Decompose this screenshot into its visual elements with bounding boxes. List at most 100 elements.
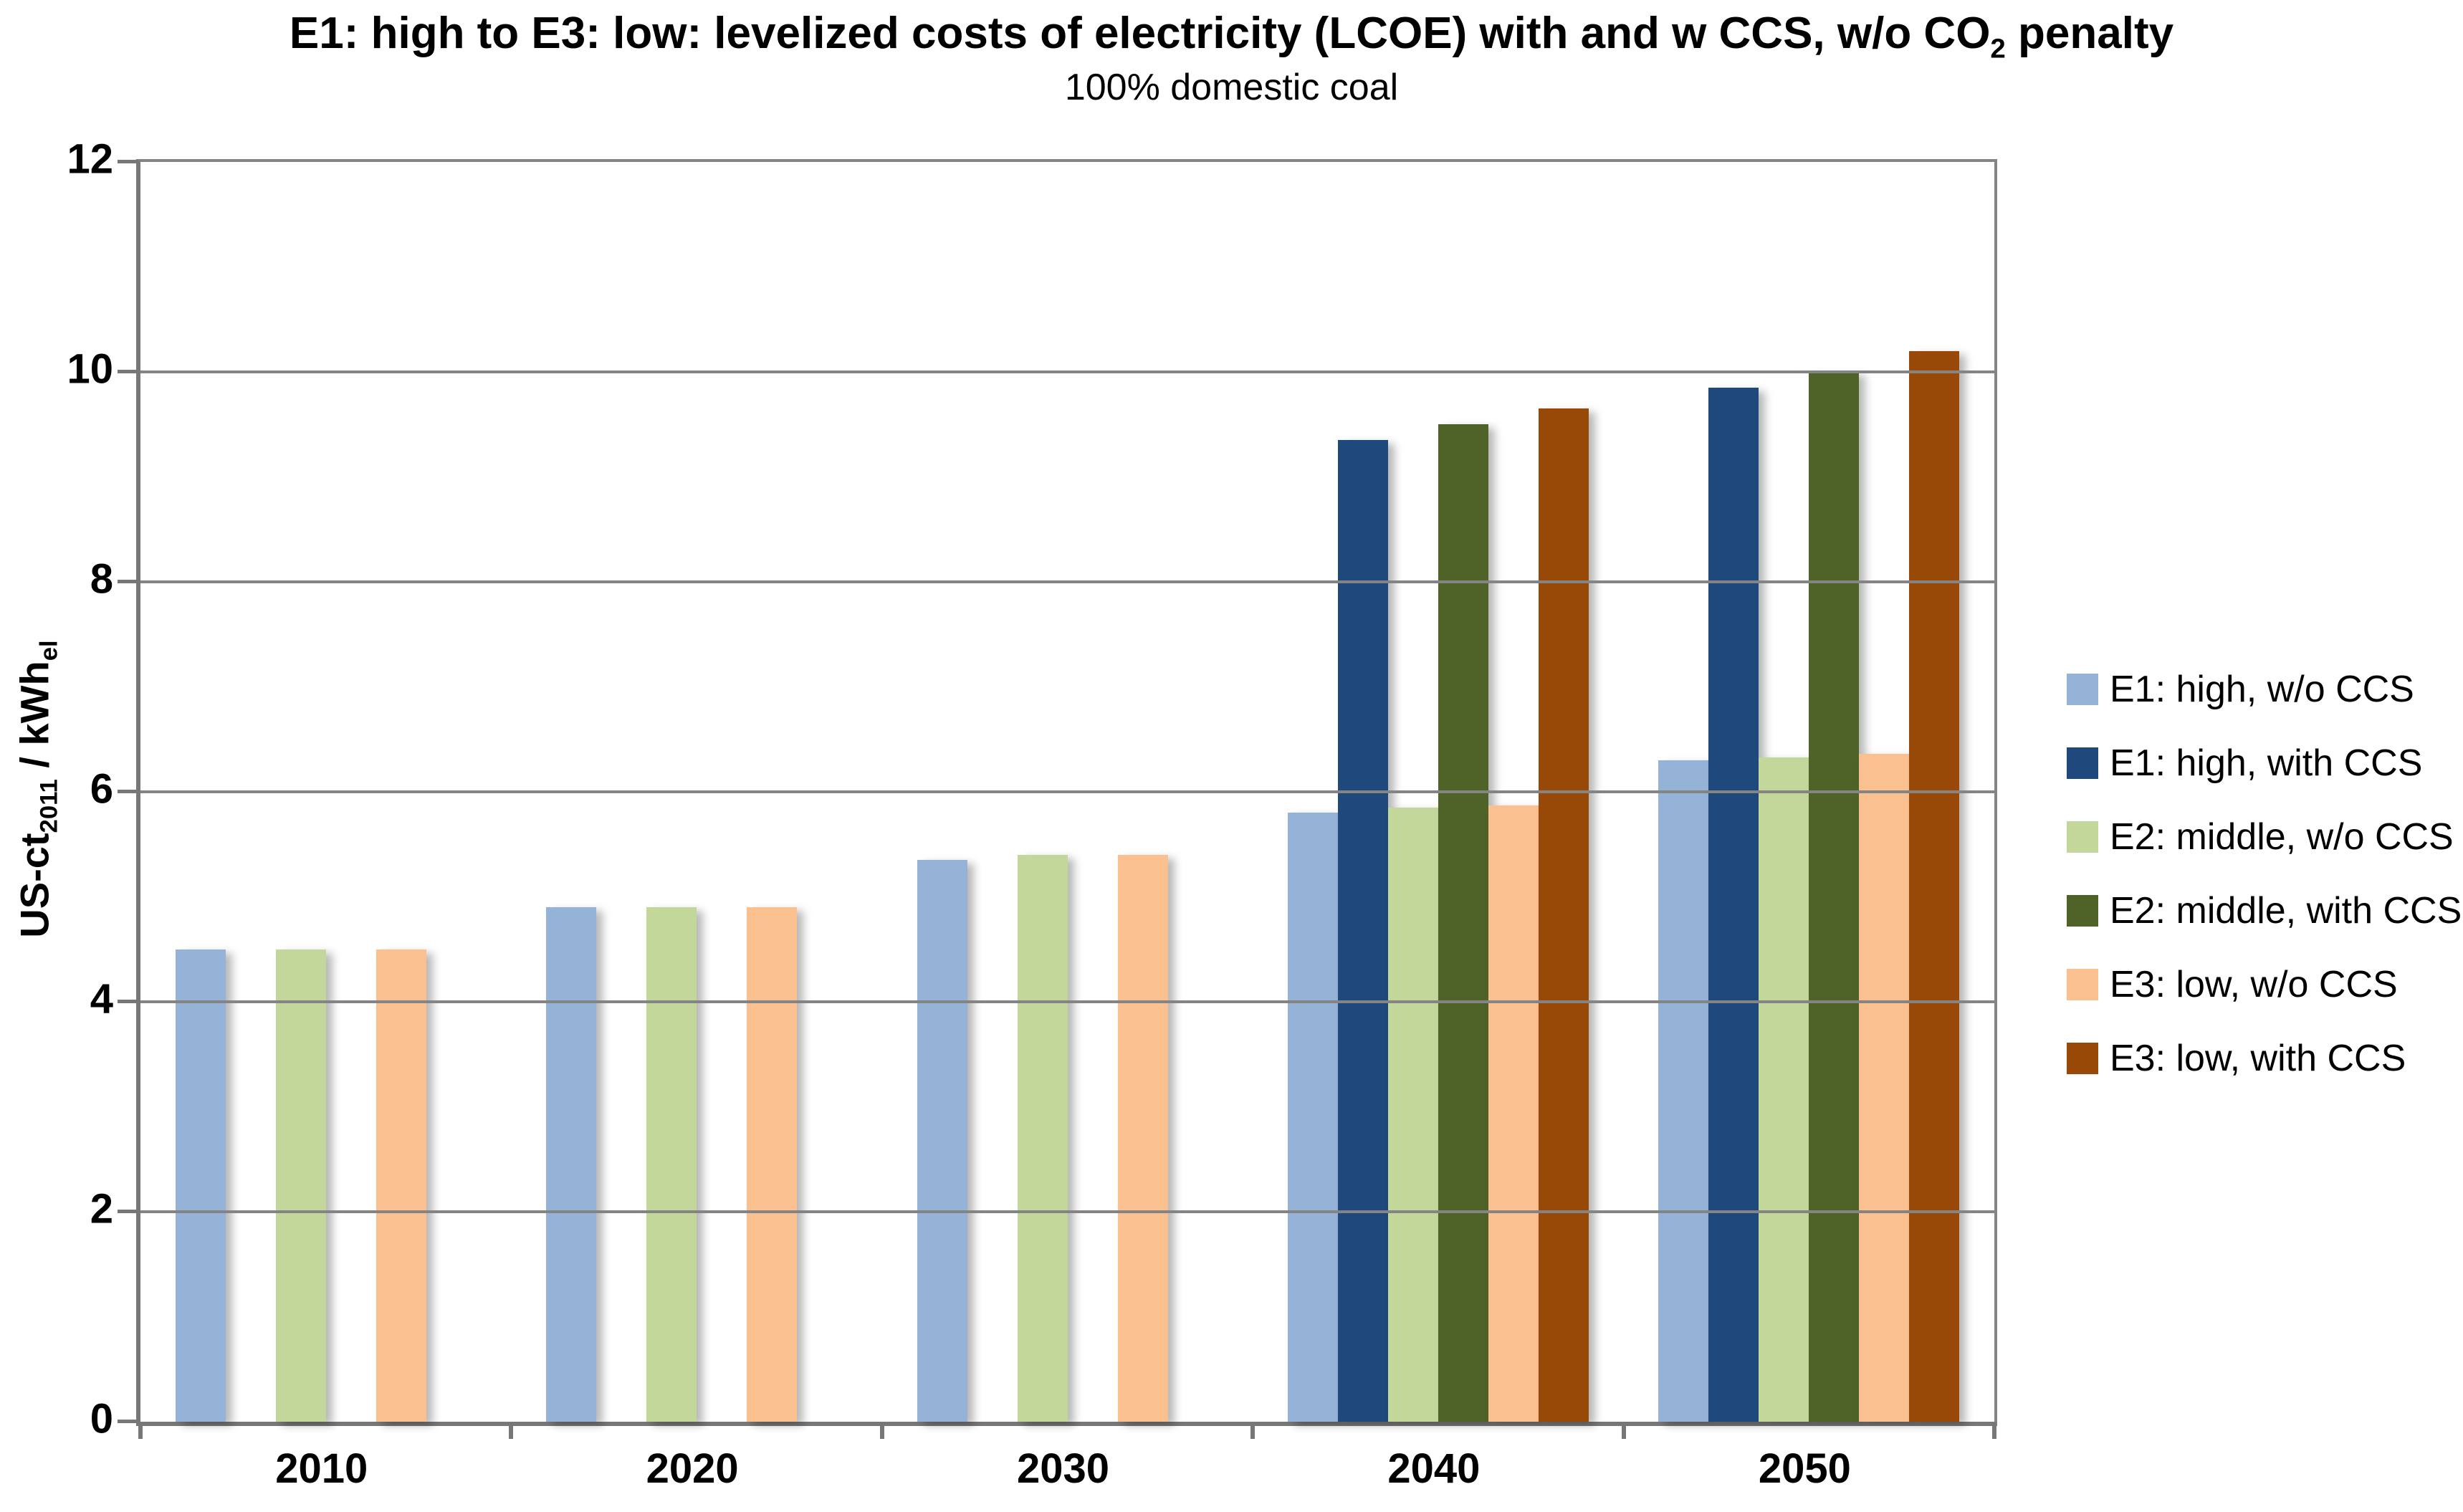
bar-2010-e3-low-w-o-ccs xyxy=(376,949,426,1422)
bar-slot xyxy=(1017,854,1068,1422)
gridline-y-6 xyxy=(140,790,1994,793)
bar-slot xyxy=(1438,424,1488,1422)
legend-item-1: E1: high, with CCS xyxy=(2067,742,2462,785)
gridline-y-2 xyxy=(140,1210,1994,1213)
bar-slot xyxy=(275,949,326,1422)
legend-label: E3: low, w/o CCS xyxy=(2110,964,2398,1005)
y-tick-label-8: 8 xyxy=(90,555,113,603)
bar-slot xyxy=(1488,805,1539,1422)
chart-title-subscript: 2 xyxy=(1990,33,2006,64)
bar-group-2030 xyxy=(882,162,1253,1422)
chart-title: E1: high to E3: low: levelized costs of … xyxy=(0,9,2463,64)
y-tick-label-10: 10 xyxy=(67,345,113,393)
y-tick-label-0: 0 xyxy=(90,1395,113,1442)
legend-swatch-icon xyxy=(2067,747,2098,779)
y-tick-mark-12 xyxy=(118,160,136,163)
bar-2050-e2-middle-w-o-ccs xyxy=(1759,757,1809,1422)
legend-label: E1: high, w/o CCS xyxy=(2110,669,2414,710)
bar-slot xyxy=(1287,813,1338,1422)
legend-item-2: E2: middle, w/o CCS xyxy=(2067,815,2462,858)
bar-slot xyxy=(1859,754,1910,1422)
bar-2010-e2-middle-w-o-ccs xyxy=(275,949,326,1422)
bar-slot xyxy=(1759,757,1809,1422)
bar-2020-e1-high-w-o-ccs xyxy=(546,907,597,1422)
bar-slot xyxy=(1387,807,1438,1422)
bar-2020-e2-middle-w-o-ccs xyxy=(646,907,697,1422)
bar-2040-e3-low-w-o-ccs xyxy=(1488,805,1539,1422)
bar-2050-e1-high-w-o-ccs xyxy=(1658,760,1709,1422)
bar-group-2050 xyxy=(1624,162,1994,1422)
bar-2040-e1-high-w-o-ccs xyxy=(1287,813,1338,1422)
y-tick-label-4: 4 xyxy=(90,975,113,1023)
legend: E1: high, w/o CCS E1: high, with CCS E2: m… xyxy=(2067,668,2462,1080)
bar-slot xyxy=(1337,440,1388,1422)
plot-area xyxy=(118,159,1997,1439)
chart-title-suffix: penalty xyxy=(2005,9,2174,58)
bar-slot xyxy=(376,949,426,1422)
x-tick-label-2010: 2010 xyxy=(275,1445,368,1492)
x-tick-label-2030: 2030 xyxy=(1017,1445,1110,1492)
bar-slot xyxy=(546,907,597,1422)
gridline-y-4 xyxy=(140,1000,1994,1003)
y-axis-tick-labels: 0 2 4 6 8 10 12 xyxy=(0,136,113,1442)
legend-swatch-icon xyxy=(2067,674,2098,705)
y-tick-mark-4 xyxy=(118,1000,136,1003)
bar-2040-e3-low-with-ccs xyxy=(1538,408,1589,1422)
bar-2050-e3-low-w-o-ccs xyxy=(1859,754,1910,1422)
x-tick-mark-2 xyxy=(879,1422,884,1439)
legend-swatch-icon xyxy=(2067,895,2098,927)
y-tick-mark-10 xyxy=(118,370,136,373)
bar-slot xyxy=(917,860,967,1422)
legend-swatch-icon xyxy=(2067,969,2098,1000)
bar-group-2010 xyxy=(140,162,511,1422)
y-tick-label-6: 6 xyxy=(90,765,113,813)
legend-swatch-icon xyxy=(2067,1043,2098,1074)
x-tick-mark-4 xyxy=(1621,1422,1626,1439)
bar-2020-e3-low-w-o-ccs xyxy=(747,907,798,1422)
legend-item-4: E3: low, w/o CCS xyxy=(2067,963,2462,1006)
bar-2040-e1-high-with-ccs xyxy=(1337,440,1388,1422)
x-tick-label-2050: 2050 xyxy=(1758,1445,1851,1492)
legend-item-5: E3: low, with CCS xyxy=(2067,1037,2462,1080)
x-axis-tick-labels: 2010 2020 2030 2040 2050 xyxy=(136,1445,1990,1493)
legend-swatch-icon xyxy=(2067,821,2098,853)
x-tick-mark-1 xyxy=(509,1422,514,1439)
chart-title-text: E1: high to E3: low: levelized costs of … xyxy=(289,9,1991,58)
x-tick-mark-3 xyxy=(1250,1422,1256,1439)
x-tick-label-2040: 2040 xyxy=(1387,1445,1481,1492)
bar-2030-e3-low-w-o-ccs xyxy=(1117,854,1168,1422)
y-tick-mark-2 xyxy=(118,1210,136,1213)
bar-slot xyxy=(646,907,697,1422)
bar-2050-e3-low-with-ccs xyxy=(1909,350,1960,1422)
legend-label: E2: middle, w/o CCS xyxy=(2110,816,2454,858)
y-tick-label-2: 2 xyxy=(90,1185,113,1233)
legend-label: E3: low, with CCS xyxy=(2110,1038,2406,1079)
legend-label: E1: high, with CCS xyxy=(2110,742,2423,784)
bar-2030-e1-high-w-o-ccs xyxy=(917,860,967,1422)
bar-slot xyxy=(175,949,226,1422)
legend-item-0: E1: high, w/o CCS xyxy=(2067,668,2462,711)
x-tick-label-2020: 2020 xyxy=(646,1445,739,1492)
bar-slot xyxy=(1658,760,1709,1422)
bar-2010-e1-high-w-o-ccs xyxy=(175,949,226,1422)
x-tick-mark-5 xyxy=(1992,1422,1996,1439)
bar-2040-e2-middle-w-o-ccs xyxy=(1387,807,1438,1422)
bar-slot xyxy=(1809,372,1860,1422)
y-tick-mark-8 xyxy=(118,580,136,583)
gridline-y-8 xyxy=(140,580,1994,583)
y-tick-label-12: 12 xyxy=(67,135,113,183)
bar-slot xyxy=(1708,387,1759,1422)
bar-group-2040 xyxy=(1253,162,1623,1422)
gridline-y-10 xyxy=(140,370,1994,373)
bar-slot xyxy=(1538,408,1589,1422)
bar-group-2020 xyxy=(511,162,881,1422)
bar-2050-e2-middle-with-ccs xyxy=(1809,372,1860,1422)
bar-2050-e1-high-with-ccs xyxy=(1708,387,1759,1422)
legend-item-3: E2: middle, with CCS xyxy=(2067,889,2462,932)
bar-slot xyxy=(747,907,798,1422)
chart-subtitle: 100% domestic coal xyxy=(1064,67,1399,108)
legend-label: E2: middle, with CCS xyxy=(2110,890,2462,932)
bar-groups xyxy=(140,162,1994,1422)
y-tick-mark-6 xyxy=(118,790,136,793)
